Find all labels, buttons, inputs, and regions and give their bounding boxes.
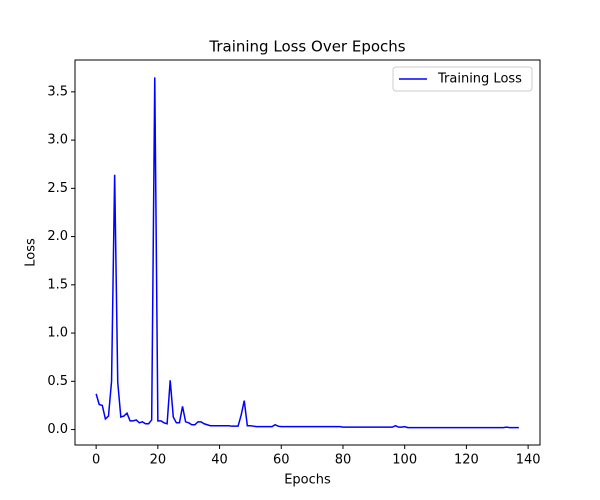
x-tick-label: 0 (92, 453, 100, 468)
data-line (95, 77, 519, 429)
x-tick-label: 40 (211, 453, 228, 468)
y-tick-label: 2.5 (47, 181, 68, 196)
x-tick-label: 20 (150, 453, 167, 468)
axes-frame (74, 59, 541, 446)
chart-title: Training Loss Over Epochs (208, 38, 405, 56)
y-tick-label: 1.5 (47, 277, 68, 292)
x-axis-label: Epochs (284, 473, 331, 488)
y-axis-label: Loss (24, 238, 39, 267)
y-tick-label: 3.5 (47, 84, 68, 99)
legend-label: Training Loss (437, 72, 522, 87)
y-tick-label: 2.0 (47, 229, 68, 244)
x-tick-label: 100 (392, 453, 417, 468)
y-tick-label: 0.5 (47, 374, 68, 389)
x-tick-label: 120 (454, 453, 479, 468)
x-tick-label: 60 (273, 453, 290, 468)
y-tick-label: 3.0 (47, 133, 68, 148)
legend-box (392, 66, 533, 92)
x-tick-label: 140 (516, 453, 541, 468)
y-tick-label: 1.0 (47, 326, 68, 341)
y-tick-label: 0.0 (47, 422, 68, 437)
x-tick-label: 80 (335, 453, 352, 468)
